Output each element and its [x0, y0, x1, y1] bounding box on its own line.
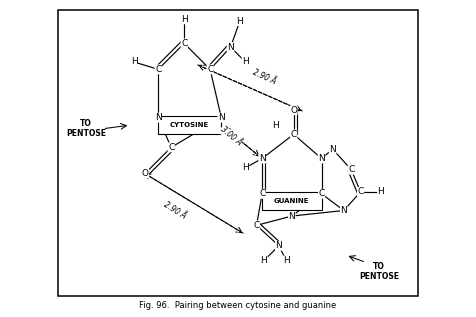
Text: TO
PENTOSE: TO PENTOSE — [66, 119, 106, 139]
Text: C: C — [318, 189, 325, 198]
FancyBboxPatch shape — [158, 116, 221, 134]
Text: O: O — [142, 169, 149, 178]
Text: TO
PENTOSE: TO PENTOSE — [359, 262, 399, 281]
Text: 2.90 Å: 2.90 Å — [162, 200, 188, 221]
Text: 2.90 Å: 2.90 Å — [251, 68, 277, 86]
Text: C: C — [155, 65, 161, 74]
Text: CYTOSINE: CYTOSINE — [170, 122, 209, 128]
Text: C: C — [348, 165, 354, 174]
Text: H: H — [130, 57, 138, 67]
Text: C: C — [181, 39, 187, 48]
Text: H: H — [242, 57, 249, 67]
Text: Fig. 96.  Pairing between cytosine and guanine: Fig. 96. Pairing between cytosine and gu… — [139, 301, 337, 310]
Text: C: C — [259, 189, 265, 198]
Text: H: H — [261, 256, 268, 265]
Text: H: H — [242, 163, 249, 172]
Text: C: C — [290, 130, 297, 139]
Text: N: N — [259, 154, 266, 163]
Text: H: H — [181, 15, 188, 24]
Text: H: H — [272, 120, 278, 130]
Text: C: C — [168, 143, 174, 152]
FancyBboxPatch shape — [262, 192, 322, 210]
Text: H: H — [377, 187, 384, 197]
Text: 3.00 Å: 3.00 Å — [218, 125, 243, 148]
Text: N: N — [227, 42, 234, 52]
Text: H: H — [283, 256, 289, 265]
Text: C: C — [357, 187, 364, 197]
Text: N: N — [218, 113, 225, 122]
Text: C: C — [207, 65, 213, 74]
Text: GUANINE: GUANINE — [274, 198, 309, 204]
Text: N: N — [276, 241, 282, 250]
Text: N: N — [340, 206, 347, 215]
Text: N: N — [155, 113, 161, 122]
Text: C: C — [253, 221, 260, 230]
Text: N: N — [288, 211, 295, 221]
Text: N: N — [329, 145, 336, 154]
Text: H: H — [237, 16, 243, 26]
Text: N: N — [318, 154, 325, 163]
Text: O: O — [290, 106, 297, 115]
